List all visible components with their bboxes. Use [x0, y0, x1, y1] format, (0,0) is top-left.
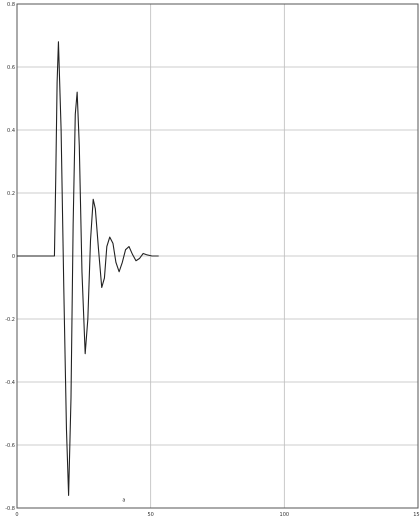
y-tick-label: -0.8: [5, 506, 15, 512]
axes: 0 50 100 150 0.8 0.6 0.4 0.2 0 -0.2 -0.4 -0.6 -0.8: [5, 2, 420, 518]
series-line: [17, 41, 159, 496]
annotation-layer: a: [122, 498, 125, 504]
y-tick-label: -0.2: [5, 317, 15, 323]
y-tick-label: -0.4: [5, 380, 15, 386]
y-tick-label: 0: [12, 254, 15, 260]
y-tick-label: 0.8: [7, 2, 15, 8]
x-tick-label: 100: [280, 512, 290, 518]
x-tick-label: 50: [147, 512, 153, 518]
y-tick-label: 0.2: [7, 191, 15, 197]
x-tick-label: 0: [15, 512, 18, 518]
x-tick-label: 150: [413, 512, 420, 518]
y-tick-label: 0.6: [7, 65, 15, 71]
y-tick-label: -0.6: [5, 443, 15, 449]
y-tick-label: 0.4: [7, 128, 15, 134]
series-layer: [17, 41, 159, 496]
annotation-label: a: [122, 498, 125, 504]
grid: [17, 4, 418, 508]
